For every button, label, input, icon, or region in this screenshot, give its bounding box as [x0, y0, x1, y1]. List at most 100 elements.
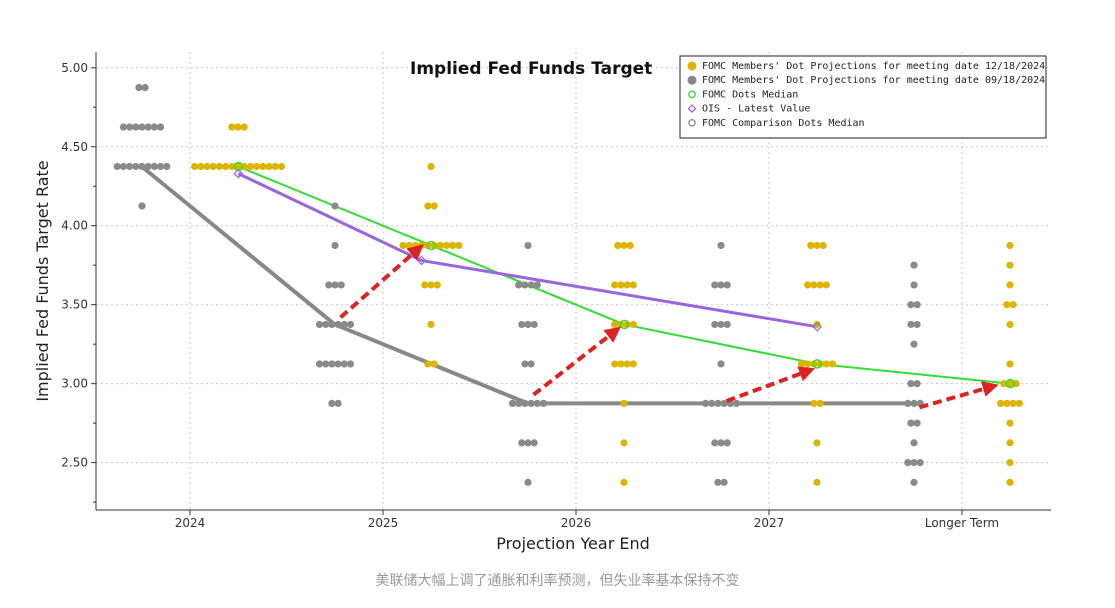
- dot-sep-2024: [910, 478, 918, 486]
- dot-sep-2024: [331, 281, 339, 289]
- change-arrow: [725, 366, 816, 403]
- dot-dec-2024: [1006, 261, 1014, 269]
- dot-dec-2024: [629, 320, 637, 329]
- dot-dec-2024: [816, 360, 824, 368]
- dot-projections: [113, 83, 1023, 486]
- dot-sep-2024: [331, 202, 339, 210]
- dot-sep-2024: [711, 281, 719, 289]
- dot-sep-2024: [328, 399, 336, 407]
- dot-dec-2024: [1006, 478, 1014, 486]
- dot-dec-2024: [430, 241, 438, 250]
- dot-sep-2024: [708, 399, 716, 407]
- x-tick-label: 2026: [561, 516, 592, 530]
- dot-dec-2024: [1006, 241, 1014, 250]
- dot-dec-2024: [1009, 301, 1017, 309]
- legend-label: FOMC Members' Dot Projections for meetin…: [702, 61, 1045, 72]
- dot-dec-2024: [997, 399, 1005, 407]
- dot-dec-2024: [259, 162, 267, 171]
- y-tick-label: 3.50: [61, 298, 88, 312]
- dot-dec-2024: [804, 281, 812, 289]
- dot-sep-2024: [524, 241, 532, 250]
- dot-dec-2024: [442, 241, 451, 250]
- x-tick-label: 2025: [368, 516, 399, 530]
- dot-dec-2024: [1003, 399, 1011, 407]
- dot-sep-2024: [157, 123, 165, 131]
- dot-dec-2024: [620, 478, 628, 486]
- dot-sep-2024: [714, 478, 722, 486]
- dot-dec-2024: [234, 162, 242, 171]
- dot-dec-2024: [265, 162, 273, 171]
- dot-dec-2024: [209, 162, 217, 171]
- dot-dec-2024: [822, 281, 830, 289]
- dot-dec-2024: [810, 281, 818, 289]
- dot-sep-2024: [328, 320, 336, 329]
- dot-sep-2024: [907, 301, 915, 309]
- dot-sep-2024: [132, 123, 140, 131]
- dot-dec-2024: [1000, 380, 1008, 388]
- dot-dec-2024: [418, 241, 426, 250]
- dot-dec-2024: [197, 162, 205, 171]
- dot-dec-2024: [228, 162, 236, 171]
- change-arrow: [339, 244, 424, 319]
- dot-dec-2024: [1009, 399, 1017, 407]
- dot-sep-2024: [315, 360, 324, 368]
- dot-sep-2024: [334, 399, 342, 407]
- dot-sep-2024: [150, 162, 158, 171]
- dot-sep-2024: [723, 320, 731, 329]
- dot-sep-2024: [717, 320, 725, 329]
- dot-dec-2024: [253, 162, 261, 171]
- dot-sep-2024: [322, 360, 330, 368]
- dot-dec-2024: [813, 478, 821, 486]
- dot-sep-2024: [913, 419, 921, 427]
- dot-sep-2024: [346, 360, 355, 368]
- y-tick-label: 2.50: [61, 456, 88, 470]
- dot-sep-2024: [331, 241, 339, 250]
- legend-box: [679, 55, 1047, 139]
- dot-sep-2024: [113, 162, 121, 171]
- x-ticks: 2024 2025 2026 2027 Longer Term: [175, 510, 999, 530]
- dot-sep-2024: [717, 281, 725, 289]
- dot-sep-2024: [527, 399, 535, 407]
- dot-dec-2024: [629, 281, 637, 289]
- dot-sep-2024: [910, 340, 918, 348]
- dot-sep-2024: [524, 320, 532, 329]
- dot-dec-2024: [1003, 301, 1011, 309]
- dot-sep-2024: [515, 281, 523, 289]
- dot-sep-2024: [533, 399, 541, 407]
- dot-sep-2024: [717, 360, 725, 368]
- dot-dec-2024: [271, 162, 279, 171]
- dot-dec-2024: [816, 399, 824, 407]
- x-tick-label: Longer Term: [925, 516, 999, 530]
- dot-sep-2024: [907, 320, 915, 329]
- dot-sep-2024: [141, 83, 149, 92]
- dot-dec-2024: [611, 360, 619, 368]
- dot-dec-2024: [1006, 459, 1014, 467]
- dot-sep-2024: [723, 439, 731, 447]
- change-arrow: [918, 381, 999, 410]
- dot-dec-2024: [620, 241, 628, 250]
- dot-sep-2024: [337, 281, 345, 289]
- dot-dec-2024: [813, 241, 821, 250]
- x-tick-label: 2027: [754, 516, 785, 530]
- dot-sep-2024: [711, 320, 719, 329]
- dot-sep-2024: [518, 320, 526, 329]
- dot-dec-2024: [1006, 320, 1014, 329]
- dot-dec-2024: [424, 202, 432, 210]
- dot-sep-2024: [138, 162, 146, 171]
- dot-dec-2024: [427, 162, 435, 171]
- dot-dec-2024: [1015, 399, 1023, 407]
- dot-dec-2024: [813, 320, 821, 329]
- dot-dec-2024: [411, 241, 420, 250]
- y-ticks: 2.50 3.00 3.50 4.00 4.50 5.00: [61, 61, 96, 503]
- dot-dec-2024: [222, 162, 230, 171]
- median-marker: [426, 240, 436, 251]
- dot-dec-2024: [1006, 281, 1014, 289]
- dot-sep-2024: [701, 399, 710, 407]
- dot-sep-2024: [144, 162, 152, 171]
- dot-dec-2024: [620, 399, 628, 407]
- dot-sep-2024: [720, 478, 728, 486]
- dot-sep-2024: [913, 320, 921, 329]
- median-marker: [233, 161, 243, 172]
- median-marker: [619, 319, 629, 330]
- dot-sep-2024: [714, 399, 722, 407]
